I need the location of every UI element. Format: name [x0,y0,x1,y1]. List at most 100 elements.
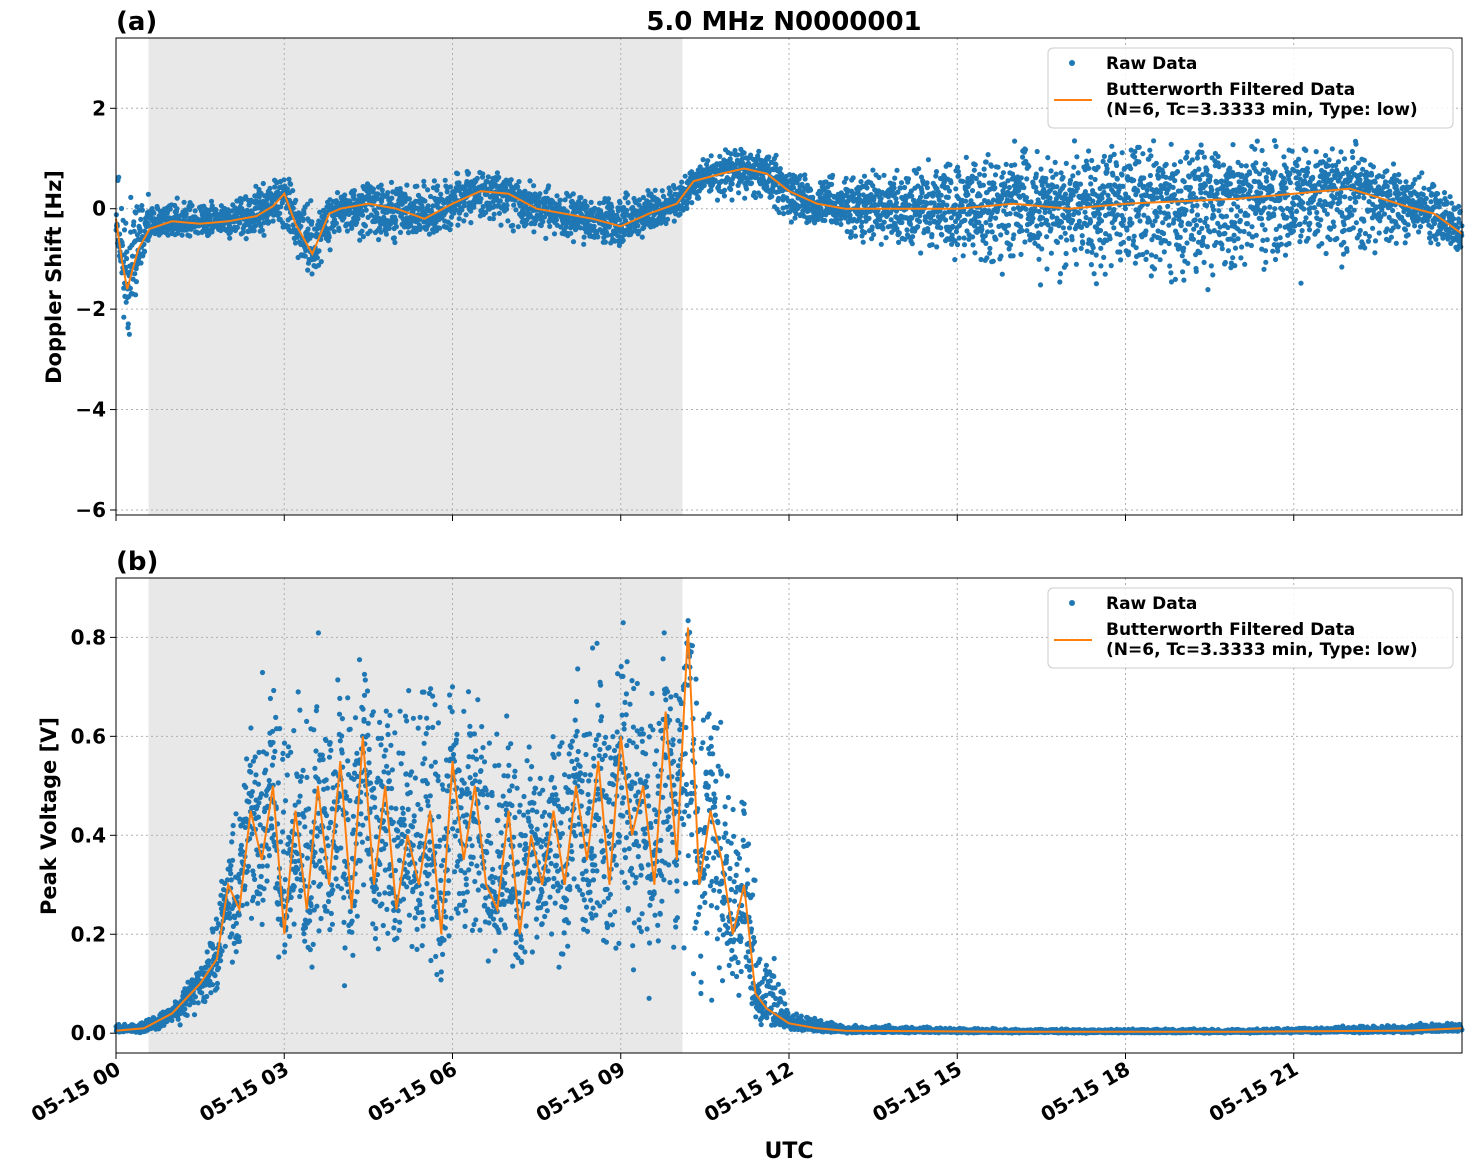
raw-data-point [1178,219,1185,225]
raw-data-point [1018,175,1024,181]
raw-data-point [1198,190,1204,196]
raw-data-point [999,271,1005,277]
raw-data-point [1397,179,1403,185]
raw-data-point [1006,184,1013,191]
raw-data-point [948,180,954,186]
raw-data-point [972,250,978,256]
raw-data-point [961,242,968,248]
raw-data-point [260,180,266,187]
raw-data-point [324,226,330,232]
raw-data-point [1148,273,1154,279]
raw-data-point [1278,241,1284,247]
raw-data-point [1261,266,1267,272]
raw-data-point [960,178,966,184]
raw-data-point [667,189,673,195]
raw-data-point [947,162,953,168]
raw-data-point [375,191,381,197]
raw-data-point [1303,147,1309,153]
raw-data-point [318,259,324,265]
raw-data-point [1093,252,1099,258]
raw-data-point [240,229,246,235]
raw-data-point [1168,270,1174,276]
raw-data-point [1330,200,1336,206]
raw-data-point [1070,173,1076,179]
raw-data-point [938,192,944,198]
raw-data-point [1313,149,1319,155]
raw-data-point [902,184,908,191]
raw-data-point [393,224,399,230]
raw-data-point [456,180,462,186]
raw-data-point [609,204,615,210]
raw-data-point [1150,222,1156,228]
raw-data-point [145,191,151,197]
raw-data-point [1245,212,1251,218]
raw-data-point [209,229,215,235]
raw-data-point [1271,138,1278,144]
raw-data-point [1306,160,1312,166]
raw-data-point [883,235,889,241]
raw-data-point [1350,225,1356,231]
raw-data-point [124,256,130,262]
raw-data-point [131,228,137,234]
raw-data-point [511,202,517,208]
raw-data-point [1282,179,1288,186]
raw-data-point [773,152,779,158]
raw-data-point [126,331,132,337]
raw-data-point [1036,208,1042,215]
raw-data-point [302,253,308,259]
raw-data-point [551,231,558,237]
raw-data-point [1082,209,1088,215]
raw-data-point [1132,260,1138,266]
raw-data-point [138,216,144,222]
raw-data-point [317,209,323,215]
raw-data-point [1179,253,1185,259]
raw-data-point [1264,237,1270,243]
raw-data-point [862,229,868,236]
panel-a-raw-scatter [113,138,1465,337]
raw-data-point [1140,151,1146,157]
raw-data-point [1108,263,1114,269]
raw-data-point [909,241,915,247]
raw-data-point [916,219,923,225]
raw-data-point [1193,222,1200,228]
raw-data-point [1184,149,1190,155]
raw-data-point [284,186,290,192]
raw-data-point [1037,282,1044,288]
raw-data-point [1199,149,1205,155]
raw-data-point [944,202,950,208]
raw-data-point [1141,175,1147,181]
raw-data-point [1318,217,1324,223]
raw-data-point [995,164,1001,170]
raw-data-point [208,198,215,204]
raw-data-point [1272,256,1279,263]
raw-data-point [776,209,782,216]
raw-data-point [943,217,949,223]
raw-data-point [174,195,180,201]
raw-data-point [1063,250,1069,257]
raw-data-point [389,195,395,201]
raw-data-point [1022,147,1029,153]
raw-data-point [388,179,395,185]
raw-data-point [1235,204,1241,210]
panel-a-shade [148,38,683,515]
raw-data-point [151,210,157,216]
raw-data-point [1283,185,1289,191]
raw-data-point [696,195,702,201]
raw-data-point [1384,183,1390,189]
raw-data-point [1253,160,1259,166]
raw-data-point [1107,236,1113,242]
raw-data-point [977,193,983,199]
raw-data-point [1390,207,1396,214]
raw-data-point [870,167,876,173]
raw-data-point [1023,195,1030,201]
raw-data-point [970,234,976,240]
raw-data-point [1000,170,1007,176]
raw-data-point [1210,272,1216,278]
raw-data-point [1119,172,1125,178]
raw-data-point [209,203,215,209]
raw-data-point [894,167,900,173]
raw-data-point [1135,188,1141,194]
raw-data-point [822,217,828,224]
raw-data-point [461,218,467,224]
raw-data-point [792,215,798,221]
